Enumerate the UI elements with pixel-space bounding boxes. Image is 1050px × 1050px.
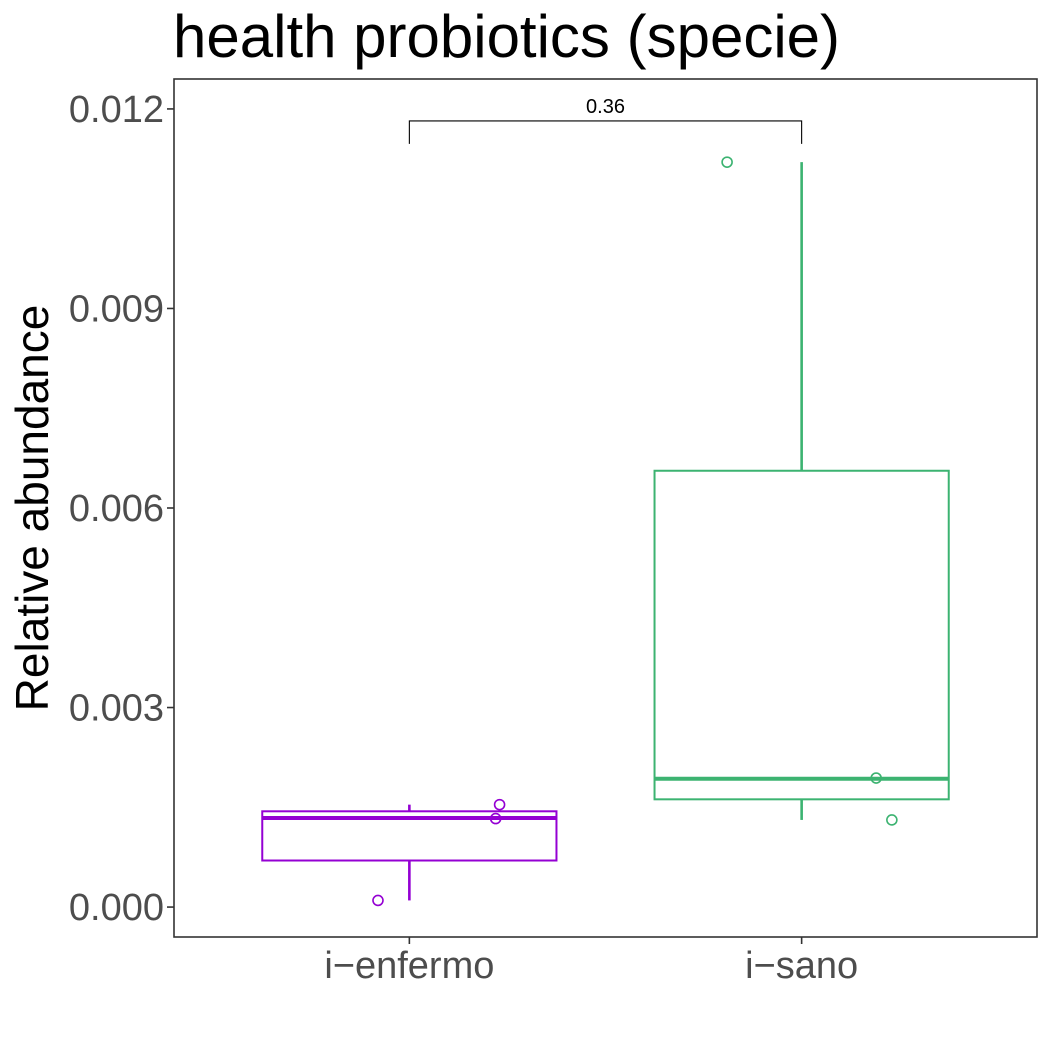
data-point bbox=[489, 812, 502, 825]
y-tick-label: 0.000 bbox=[69, 887, 164, 929]
chart-marks: 0.000 0.003 0.006 0.009 0.012 i−enfermo i−sano… bbox=[69, 89, 950, 987]
plot-panel-border bbox=[173, 78, 1038, 938]
p-value-label: 0.36 bbox=[586, 96, 625, 118]
data-point bbox=[493, 798, 506, 811]
y-tick-label: 0.009 bbox=[69, 288, 164, 330]
significance-bracket bbox=[408, 120, 803, 144]
box-iqr bbox=[653, 469, 950, 801]
y-tick-label: 0.012 bbox=[69, 89, 164, 131]
data-point bbox=[886, 814, 898, 826]
data-point bbox=[721, 156, 733, 168]
chart-title: health probiotics (specie) bbox=[173, 3, 840, 70]
y-axis-label: Relative abundance bbox=[6, 305, 58, 712]
data-point bbox=[372, 894, 384, 907]
x-tick-label: i−enfermo bbox=[324, 945, 494, 987]
y-tick-label: 0.003 bbox=[69, 688, 164, 730]
x-tick-label: i−sano bbox=[745, 945, 858, 987]
data-point bbox=[870, 772, 882, 784]
box-iqr bbox=[261, 810, 558, 862]
y-tick-label: 0.006 bbox=[69, 488, 164, 530]
